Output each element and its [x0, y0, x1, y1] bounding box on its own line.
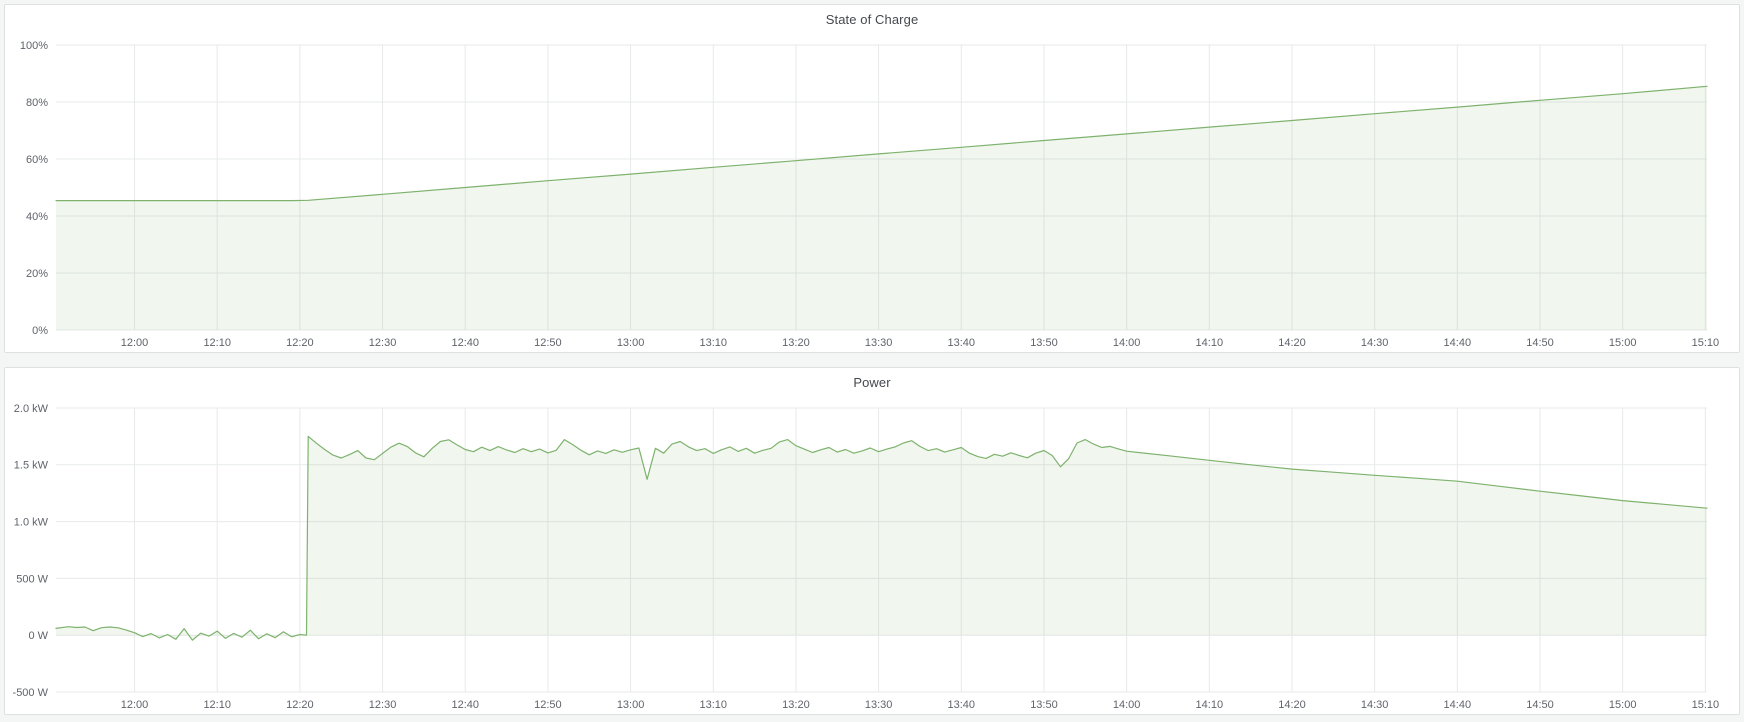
svg-text:12:00: 12:00 — [121, 699, 149, 711]
svg-text:13:00: 13:00 — [617, 337, 645, 349]
power-panel: Power -500 W 0 W 500 W 1.0 kW 1.5 kW 2.0 kW 12… — [4, 367, 1740, 715]
svg-text:13:10: 13:10 — [699, 699, 727, 711]
svg-text:12:40: 12:40 — [451, 699, 479, 711]
svg-text:12:10: 12:10 — [203, 337, 231, 349]
svg-text:14:50: 14:50 — [1526, 337, 1554, 349]
panel-title-power[interactable]: Power — [853, 375, 891, 390]
svg-text:500 W: 500 W — [16, 573, 48, 585]
svg-text:12:00: 12:00 — [121, 337, 149, 349]
svg-text:-500 W: -500 W — [13, 687, 49, 699]
svg-text:2.0 kW: 2.0 kW — [14, 403, 49, 415]
svg-text:13:50: 13:50 — [1030, 337, 1058, 349]
svg-text:1.0 kW: 1.0 kW — [14, 516, 49, 528]
state-of-charge-chart[interactable]: 0% 20% 40% 60% 80% 100% 12:00 12:10 12:20 12:30 12… — [5, 5, 1739, 352]
svg-text:12:50: 12:50 — [534, 337, 562, 349]
svg-text:14:00: 14:00 — [1113, 337, 1141, 349]
svg-text:13:20: 13:20 — [782, 699, 810, 711]
svg-text:12:20: 12:20 — [286, 337, 314, 349]
svg-text:15:00: 15:00 — [1609, 699, 1637, 711]
svg-text:14:20: 14:20 — [1278, 699, 1306, 711]
svg-text:20%: 20% — [26, 268, 48, 280]
svg-text:14:40: 14:40 — [1444, 337, 1472, 349]
svg-text:12:30: 12:30 — [369, 337, 397, 349]
svg-text:0 W: 0 W — [28, 630, 48, 642]
svg-text:1.5 kW: 1.5 kW — [14, 460, 49, 472]
svg-text:12:20: 12:20 — [286, 699, 314, 711]
svg-text:13:30: 13:30 — [865, 699, 893, 711]
svg-text:15:10: 15:10 — [1692, 337, 1720, 349]
svg-text:12:40: 12:40 — [451, 337, 479, 349]
svg-text:12:50: 12:50 — [534, 699, 562, 711]
svg-text:12:10: 12:10 — [203, 699, 231, 711]
svg-text:13:00: 13:00 — [617, 699, 645, 711]
svg-text:13:50: 13:50 — [1030, 699, 1058, 711]
svg-text:14:10: 14:10 — [1196, 337, 1224, 349]
svg-text:12:30: 12:30 — [369, 699, 397, 711]
svg-text:40%: 40% — [26, 211, 48, 223]
svg-text:13:10: 13:10 — [699, 337, 727, 349]
state-of-charge-panel: State of Charge 0% 20% 40% 60% 80% 100% 12:00 1… — [4, 4, 1740, 353]
svg-text:14:40: 14:40 — [1444, 699, 1472, 711]
svg-text:80%: 80% — [26, 97, 48, 109]
svg-text:14:10: 14:10 — [1196, 699, 1224, 711]
svg-text:15:10: 15:10 — [1692, 699, 1720, 711]
svg-text:15:00: 15:00 — [1609, 337, 1637, 349]
svg-text:100%: 100% — [20, 40, 48, 52]
svg-text:0%: 0% — [32, 325, 48, 337]
power-chart[interactable]: -500 W 0 W 500 W 1.0 kW 1.5 kW 2.0 kW 12:00 12:… — [5, 368, 1739, 714]
svg-text:14:20: 14:20 — [1278, 337, 1306, 349]
svg-text:13:40: 13:40 — [948, 699, 976, 711]
svg-text:14:30: 14:30 — [1361, 337, 1389, 349]
svg-text:14:30: 14:30 — [1361, 699, 1389, 711]
svg-text:14:50: 14:50 — [1526, 699, 1554, 711]
svg-text:14:00: 14:00 — [1113, 699, 1141, 711]
svg-text:60%: 60% — [26, 154, 48, 166]
svg-text:13:20: 13:20 — [782, 337, 810, 349]
panel-title-state-of-charge[interactable]: State of Charge — [825, 12, 919, 27]
svg-text:13:30: 13:30 — [865, 337, 893, 349]
svg-text:13:40: 13:40 — [948, 337, 976, 349]
